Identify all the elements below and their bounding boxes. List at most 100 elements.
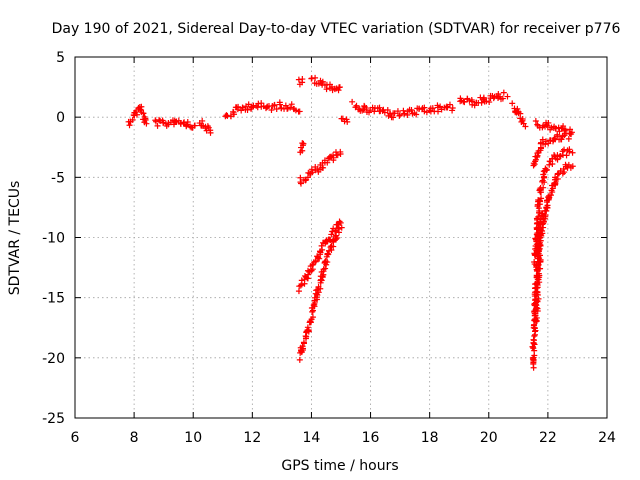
- chart-title: Day 190 of 2021, Sidereal Day-to-day VTE…: [52, 21, 621, 37]
- data-point: [324, 159, 331, 166]
- data-point: [273, 105, 280, 112]
- data-point: [143, 120, 150, 127]
- data-point: [536, 186, 543, 193]
- data-point: [537, 218, 544, 225]
- data-point: [152, 118, 159, 125]
- data-point: [532, 156, 539, 163]
- data-segment: [152, 116, 198, 131]
- data-point: [330, 154, 337, 161]
- data-point: [325, 251, 332, 258]
- data-point: [319, 78, 326, 85]
- data-point: [297, 180, 304, 187]
- data-point: [565, 135, 572, 142]
- data-segment: [532, 118, 575, 138]
- data-point: [563, 152, 570, 159]
- data-point: [396, 112, 403, 119]
- data-point: [391, 110, 398, 117]
- data-point: [509, 100, 516, 107]
- data-point: [390, 114, 397, 121]
- data-point: [207, 129, 214, 136]
- data-point: [531, 341, 538, 348]
- data-point: [376, 104, 383, 111]
- data-point: [156, 116, 163, 123]
- x-tick-label: 18: [421, 430, 439, 446]
- data-point: [534, 249, 541, 256]
- data-point: [371, 108, 378, 115]
- data-point: [561, 146, 568, 153]
- data-segment: [297, 140, 307, 156]
- data-segment: [295, 218, 344, 295]
- data-point: [309, 314, 316, 321]
- data-segment: [222, 99, 303, 120]
- data-segment: [530, 129, 575, 169]
- data-point: [419, 105, 426, 112]
- data-point: [532, 281, 539, 288]
- data-point: [561, 169, 568, 176]
- x-tick-label: 10: [184, 430, 202, 446]
- data-point: [301, 280, 308, 287]
- data-point: [299, 79, 306, 86]
- data-point: [538, 195, 545, 202]
- x-tick-label: 8: [130, 430, 139, 446]
- x-tick-label: 22: [539, 430, 557, 446]
- data-point: [533, 272, 540, 279]
- data-point: [549, 161, 556, 168]
- data-point: [140, 110, 147, 117]
- data-point: [328, 231, 335, 238]
- data-point: [331, 227, 338, 234]
- data-point: [244, 106, 251, 113]
- data-point: [486, 99, 493, 106]
- data-point: [540, 174, 547, 181]
- data-point: [310, 302, 317, 309]
- data-point: [536, 198, 543, 205]
- data-point: [142, 117, 149, 123]
- y-tick-label: -10: [42, 231, 65, 247]
- data-point: [304, 324, 311, 331]
- data-point: [545, 119, 552, 126]
- data-point: [359, 107, 366, 114]
- data-point: [320, 164, 327, 171]
- data-point: [449, 104, 456, 111]
- data-point: [531, 325, 538, 332]
- data-point: [337, 148, 344, 155]
- data-point: [301, 340, 308, 347]
- data-point: [563, 130, 570, 137]
- x-tick-label: 12: [243, 430, 261, 446]
- data-point: [126, 122, 133, 129]
- data-point: [446, 101, 453, 108]
- data-point: [536, 237, 543, 244]
- data-point: [539, 136, 546, 143]
- data-point: [223, 112, 230, 119]
- data-point: [538, 227, 545, 234]
- data-points: [125, 74, 576, 371]
- data-point: [328, 247, 335, 254]
- data-segment: [529, 210, 546, 371]
- data-point: [552, 179, 559, 186]
- data-point: [539, 211, 546, 218]
- data-point: [319, 246, 326, 253]
- x-tick-label: 24: [598, 430, 616, 446]
- data-point: [534, 121, 541, 128]
- data-point: [304, 275, 311, 282]
- data-point: [298, 277, 305, 284]
- data-point: [336, 218, 343, 225]
- data-point: [533, 266, 540, 273]
- data-segment: [509, 100, 529, 130]
- grid-lines: [75, 57, 607, 418]
- data-point: [530, 336, 537, 343]
- data-point: [297, 282, 304, 289]
- data-point: [394, 108, 401, 115]
- axis-ticks: 6 8 10 12 14 16 18 20 22 24 5 0 -5 -10 -15 -20 -25: [42, 50, 616, 446]
- x-tick-label: 20: [480, 430, 498, 446]
- data-point: [545, 140, 552, 147]
- data-point: [296, 108, 303, 115]
- data-point: [308, 166, 315, 173]
- y-tick-label: 0: [56, 110, 65, 126]
- x-axis-label: GPS time / hours: [281, 458, 398, 474]
- data-point: [134, 111, 141, 118]
- data-point: [245, 101, 252, 108]
- x-tick-label: 16: [362, 430, 380, 446]
- y-tick-label: -20: [42, 351, 65, 367]
- data-point: [312, 258, 319, 265]
- data-segment: [308, 74, 343, 94]
